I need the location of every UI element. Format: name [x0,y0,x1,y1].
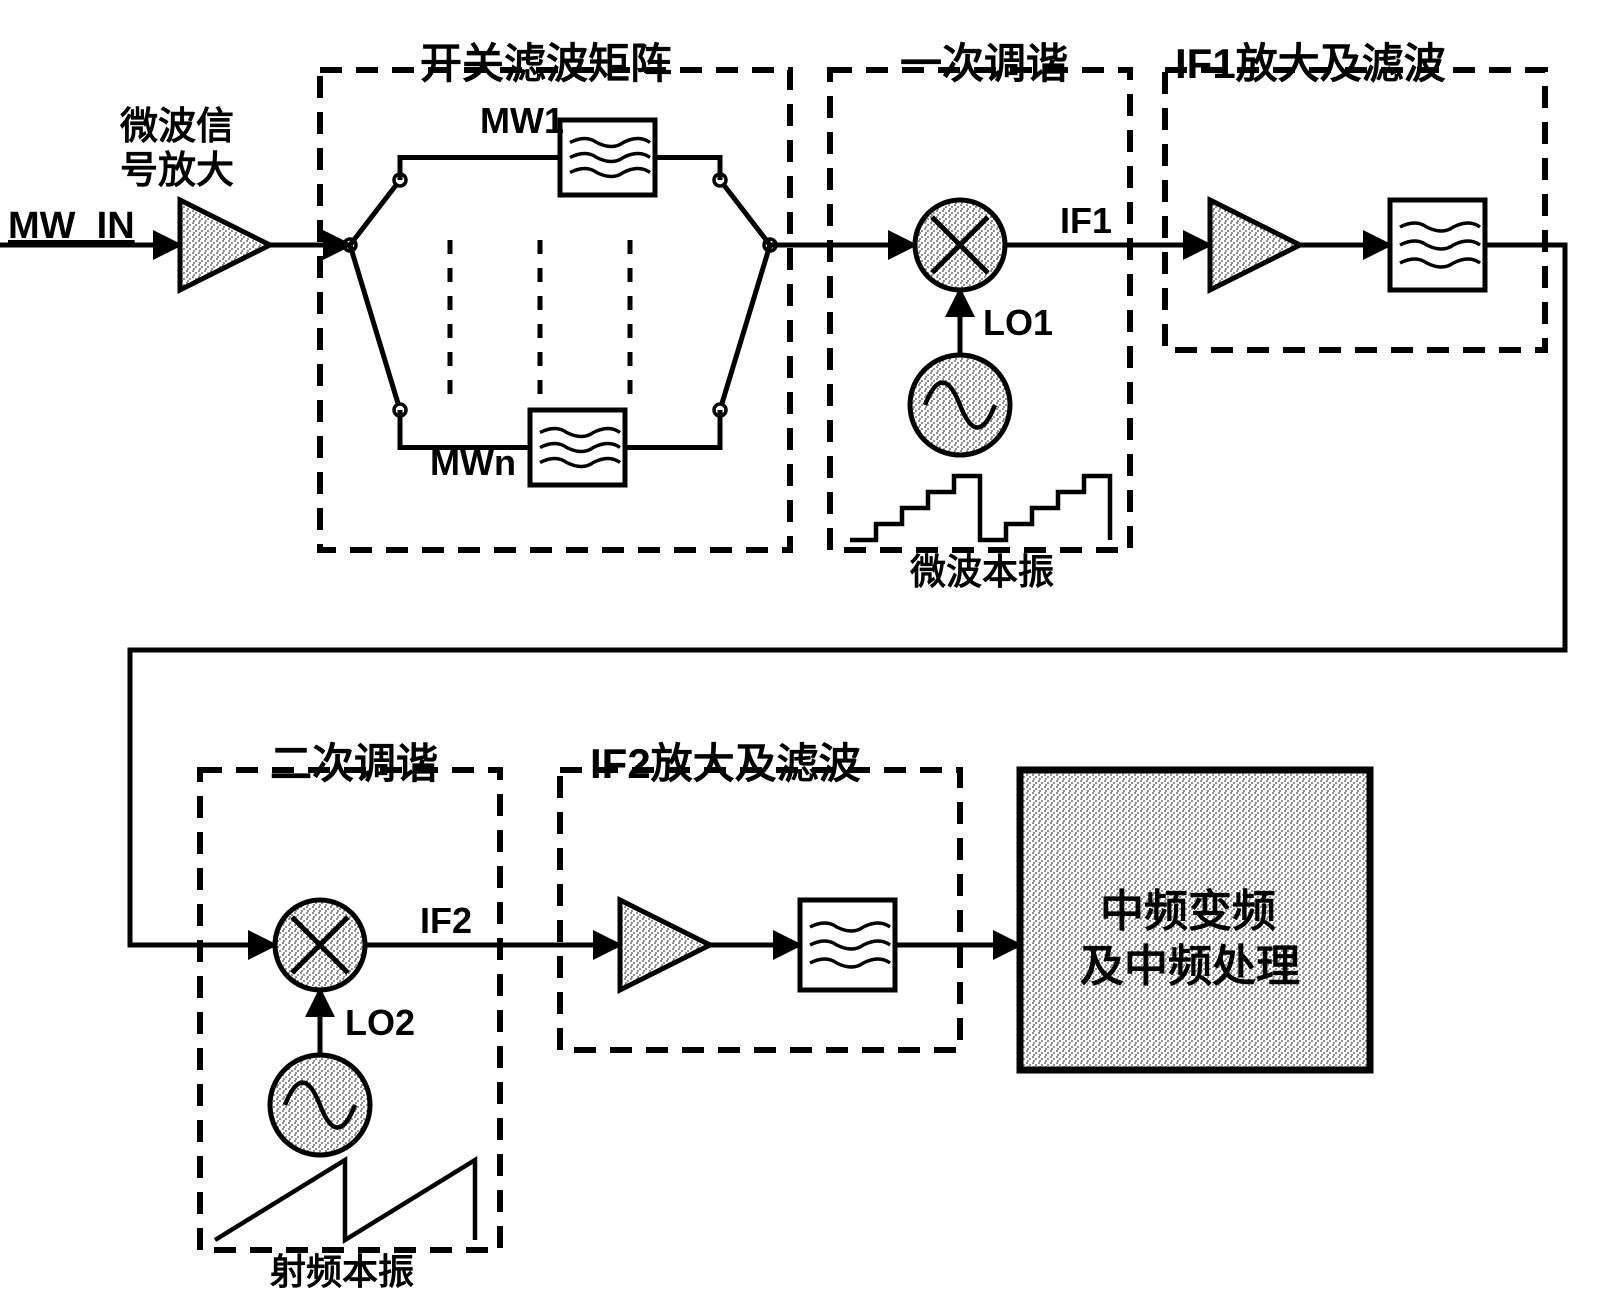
if2-label: IF2 [420,900,472,942]
if2-amp-title: IF2放大及滤波 [590,730,861,791]
block-diagram [0,0,1620,1276]
lo1-label: LO1 [983,302,1053,344]
mw1-label: MW1 [480,100,564,142]
amp-in-caption-l2: 号放大 [120,139,234,194]
switch-filter-title: 开关滤波矩阵 [420,30,672,91]
first-tune-title: 一次调谐 [900,30,1068,91]
second-tune-title: 二次调谐 [270,730,438,791]
input-label: MW_IN [8,205,135,248]
final-block-l2: 及中频处理 [1080,930,1300,994]
if1-label: IF1 [1060,200,1112,242]
mw-lo-caption: 微波本振 [910,543,1054,595]
if1-amp-title: IF1放大及滤波 [1175,30,1446,91]
mwn-label: MWn [430,442,516,484]
rf-lo-caption: 射频本振 [270,1243,414,1295]
lo2-label: LO2 [345,1002,415,1044]
